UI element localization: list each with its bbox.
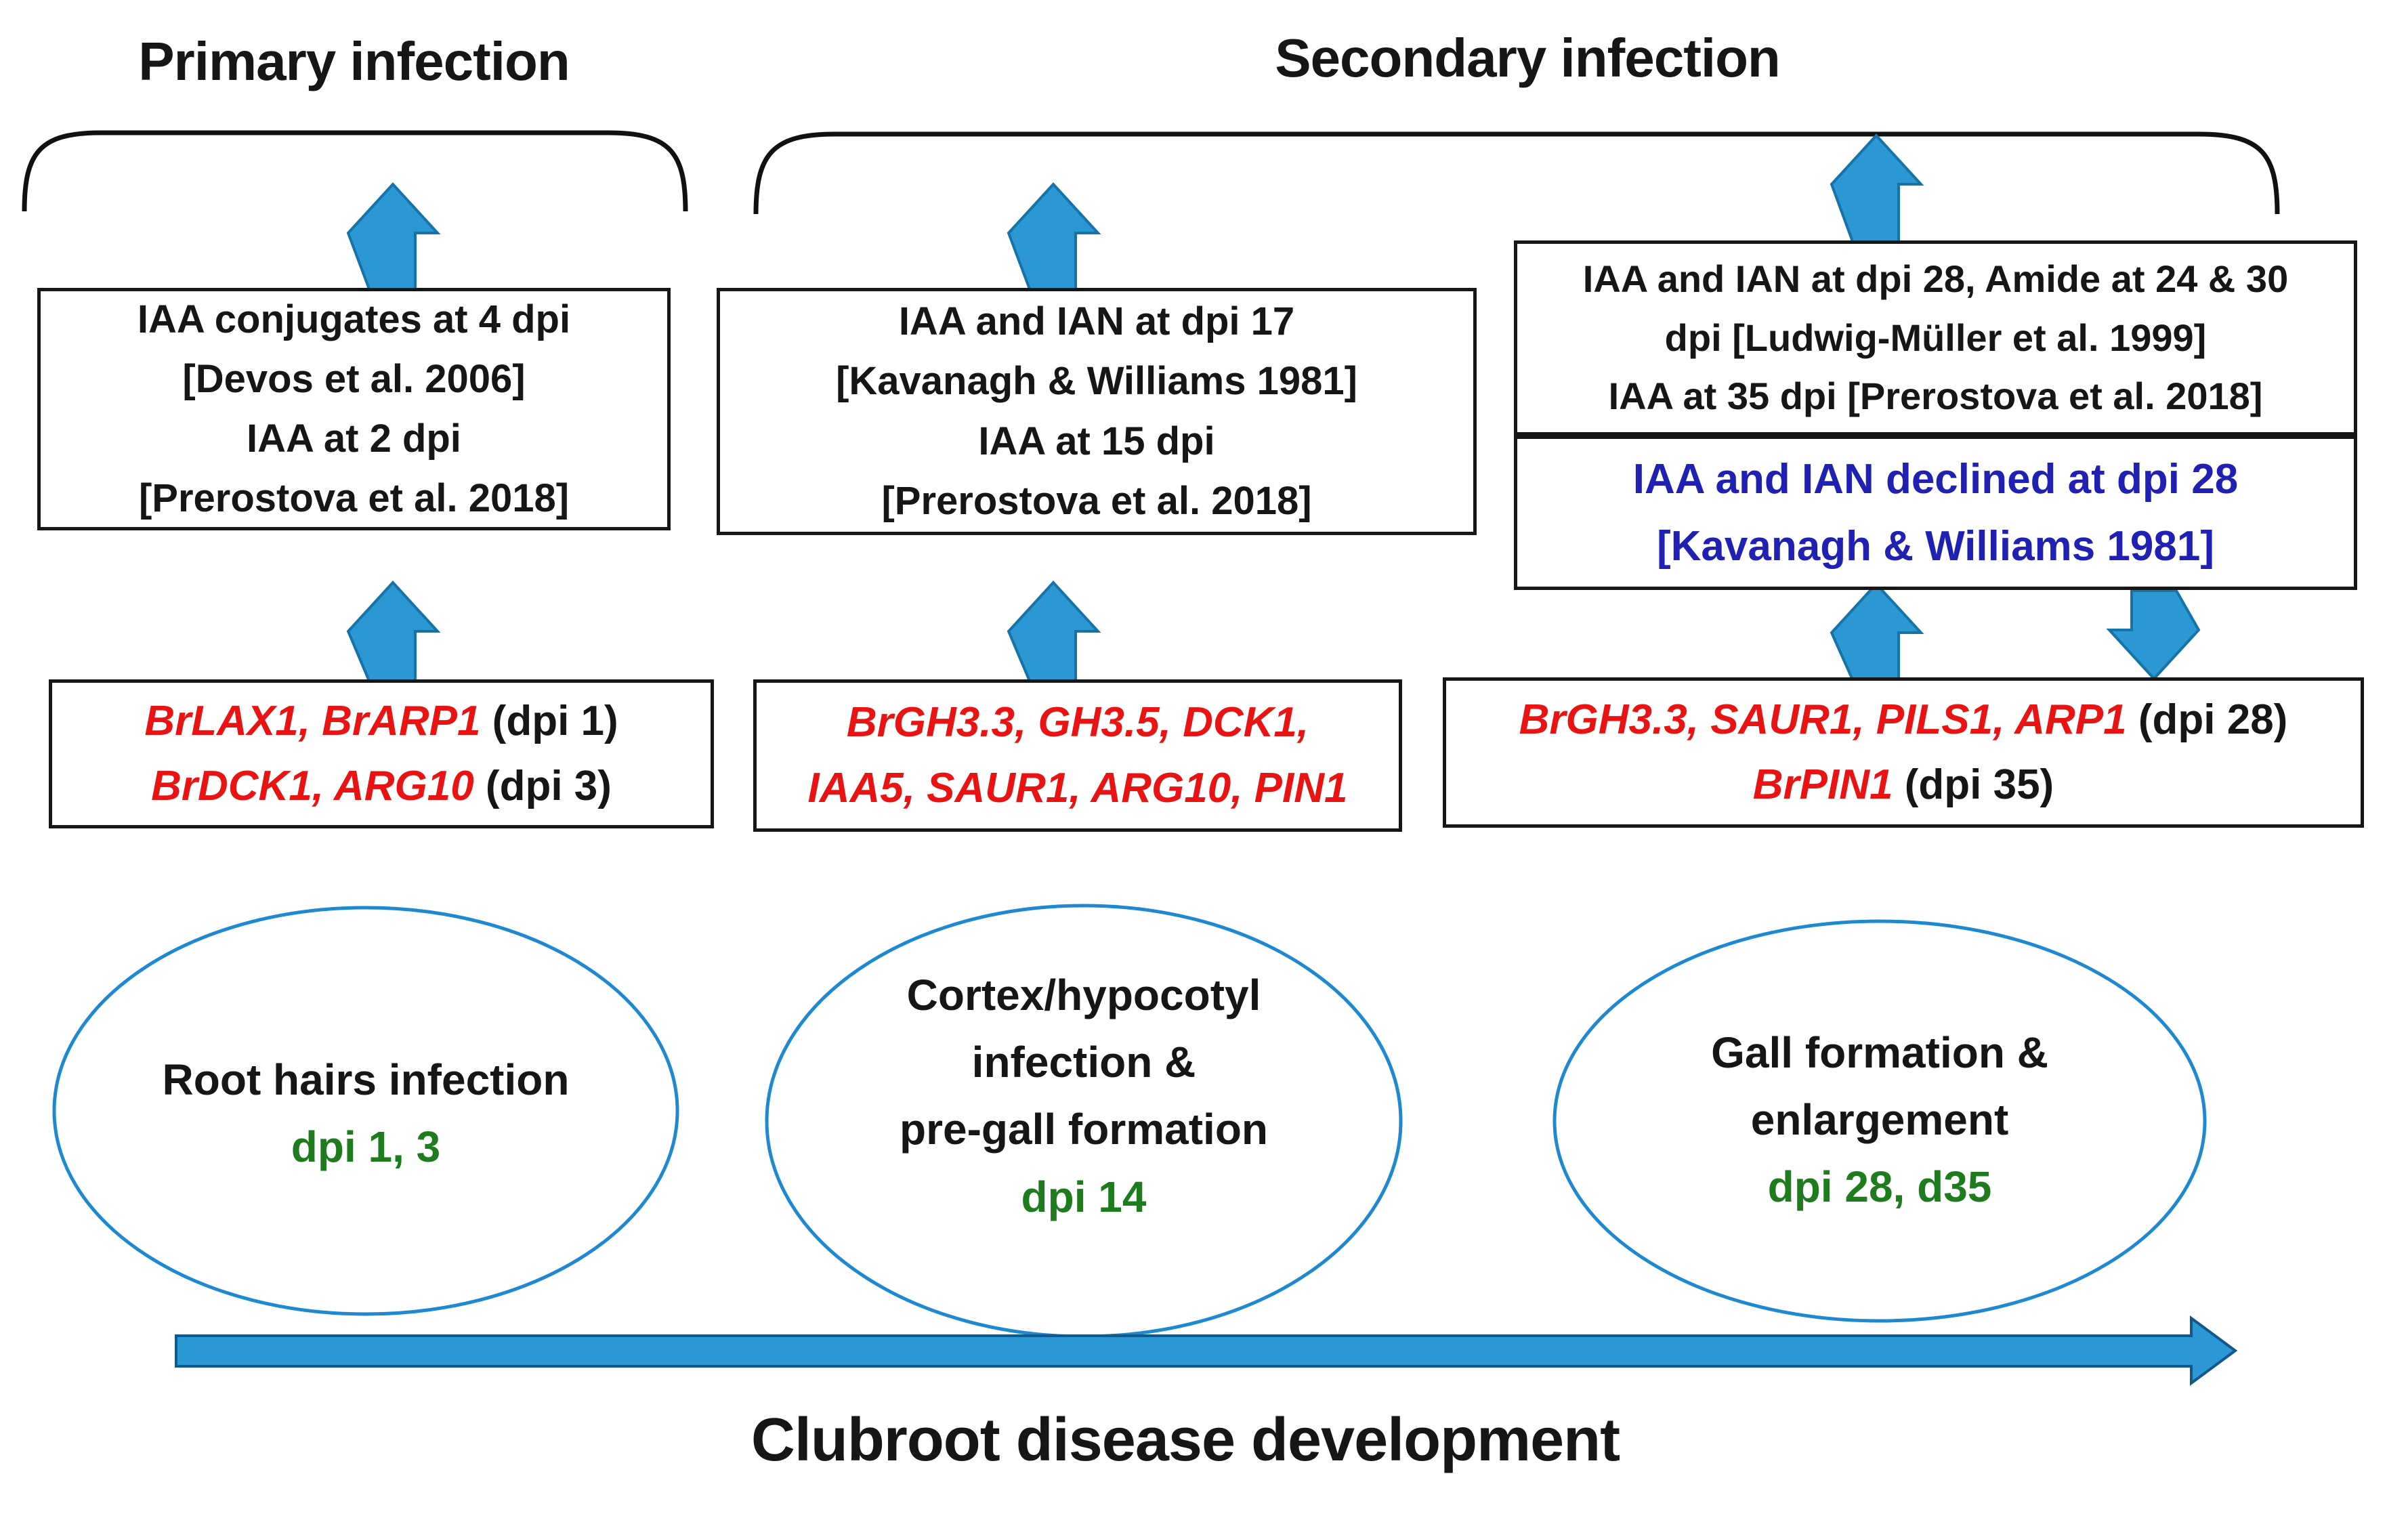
gene-names: BrGH3.3, SAUR1, PILS1, ARP1 — [1519, 696, 2127, 743]
up-arrow-icon-right-top — [1830, 133, 1924, 247]
stage-ellipse-root-hairs — [52, 906, 679, 1316]
declined-line: IAA and IAN declined at dpi 28 — [1632, 455, 2239, 503]
hormone-box-primary: IAA conjugates at 4 dpi [Devos et al. 20… — [37, 288, 671, 530]
stage-ellipse-gall — [1552, 919, 2207, 1323]
hormone-line: dpi [Ludwig-Müller et al. 1999] — [1664, 316, 2207, 359]
gene-dpi: (dpi 1) — [480, 697, 618, 744]
gene-names: BrLAX1, BrARP1 — [144, 697, 481, 744]
stage-dpi: dpi 28, d35 — [1767, 1162, 1992, 1212]
gene-dpi: (dpi 28) — [2126, 696, 2288, 743]
timeline-arrow-icon — [175, 1315, 2238, 1386]
stage-title-line: infection & — [971, 1038, 1196, 1087]
hormone-line: [Kavanagh & Williams 1981] — [836, 359, 1357, 404]
gene-names: BrDCK1, ARG10 — [151, 763, 474, 809]
stage-label-root-hairs: Root hairs infection dpi 1, 3 — [95, 1047, 637, 1181]
up-arrow-icon-right-mid — [1830, 582, 1924, 684]
stage-label-gall: Gall formation & enlargement dpi 28, d35 — [1609, 1019, 2151, 1221]
gene-row: BrLAX1, BrARP1 (dpi 1) — [144, 689, 618, 754]
hormone-line: IAA at 15 dpi — [978, 419, 1215, 463]
hormone-box-right: IAA and IAN at dpi 28, Amide at 24 & 30 … — [1514, 240, 2357, 436]
declined-line: [Kavanagh & Williams 1981] — [1657, 523, 2214, 570]
hormone-line: IAA and IAN at dpi 17 — [898, 299, 1295, 344]
gene-names: BrPIN1 — [1752, 761, 1893, 808]
gene-dpi: (dpi 3) — [473, 763, 612, 809]
gene-box-primary: BrLAX1, BrARP1 (dpi 1) BrDCK1, ARG10 (dp… — [49, 679, 714, 828]
hormone-line: IAA and IAN at dpi 28, Amide at 24 & 30 — [1582, 257, 2289, 300]
up-arrow-icon-left-mid — [346, 580, 441, 685]
stage-title-line: pre-gall formation — [899, 1105, 1269, 1154]
stage-dpi: dpi 14 — [1021, 1172, 1147, 1221]
secondary-infection-bracket — [753, 131, 2280, 215]
stage-title-line: enlargement — [1750, 1095, 2009, 1145]
down-arrow-icon-right-mid — [2106, 589, 2201, 681]
hormone-line: IAA at 2 dpi — [247, 417, 461, 461]
gene-names: IAA5, SAUR1, ARG10, PIN1 — [807, 764, 1348, 811]
stage-title-line: Cortex/hypocotyl — [906, 971, 1261, 1019]
gene-names: BrGH3.3, GH3.5, DCK1, — [846, 699, 1309, 746]
hormone-line: IAA conjugates at 4 dpi — [137, 297, 571, 341]
gene-row: BrPIN1 (dpi 35) — [1753, 753, 2054, 818]
hormone-line: [Prerostova et al. 2018] — [138, 476, 570, 521]
up-arrow-icon-primary-top — [346, 182, 441, 294]
stage-title-line: Root hairs infection — [162, 1055, 570, 1104]
hormone-line: [Prerostova et al. 2018] — [881, 478, 1312, 523]
hormone-declined-box: IAA and IAN declined at dpi 28 [Kavanagh… — [1514, 436, 2357, 590]
stage-label-cortex: Cortex/hypocotyl infection & pre-gall fo… — [813, 962, 1355, 1231]
gene-dpi: (dpi 35) — [1893, 761, 2054, 808]
primary-infection-title: Primary infection — [138, 31, 570, 91]
stage-dpi: dpi 1, 3 — [291, 1122, 441, 1172]
stage-title-line: Gall formation & — [1711, 1028, 2048, 1077]
gene-row: BrGH3.3, SAUR1, PILS1, ARP1 (dpi 28) — [1519, 688, 2288, 753]
secondary-infection-title: Secondary infection — [1275, 28, 1781, 88]
gene-row: IAA5, SAUR1, ARG10, PIN1 — [807, 756, 1347, 821]
gene-box-middle: BrGH3.3, GH3.5, DCK1, IAA5, SAUR1, ARG10… — [753, 679, 1402, 832]
hormone-line: IAA at 35 dpi [Prerostova et al. 2018] — [1608, 375, 2263, 418]
gene-row: BrDCK1, ARG10 (dpi 3) — [151, 754, 612, 819]
timeline-label: Clubroot disease development — [751, 1406, 1620, 1474]
gene-row: BrGH3.3, GH3.5, DCK1, — [847, 690, 1309, 755]
up-arrow-icon-middle-mid — [1007, 580, 1101, 685]
hormone-box-middle: IAA and IAN at dpi 17 [Kavanagh & Willia… — [717, 288, 1477, 535]
gene-box-right: BrGH3.3, SAUR1, PILS1, ARP1 (dpi 28) BrP… — [1443, 677, 2364, 828]
primary-infection-bracket — [22, 130, 688, 212]
hormone-line: [Devos et al. 2006] — [182, 356, 526, 401]
up-arrow-icon-middle-top — [1007, 182, 1101, 294]
